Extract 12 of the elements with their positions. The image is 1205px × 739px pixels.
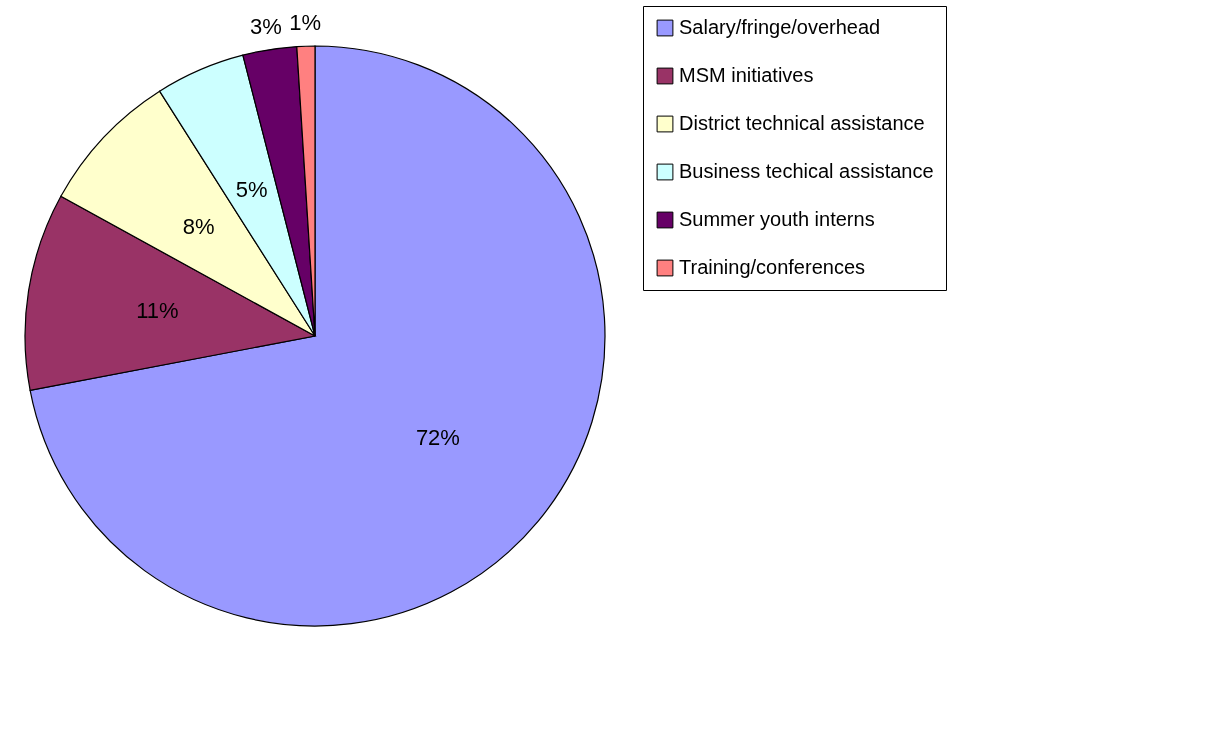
legend-label: District technical assistance (679, 112, 925, 134)
data-label: 8% (182, 213, 215, 239)
data-label: 72% (415, 424, 460, 450)
data-label: 11% (136, 298, 179, 324)
data-label: 1% (289, 9, 322, 35)
data-label: 3% (250, 13, 282, 39)
legend-label: MSM initiatives (679, 64, 814, 86)
legend-label: Summer youth interns (679, 208, 875, 230)
legend-label: Salary/fringe/overhead (679, 16, 881, 38)
data-label: 5% (235, 176, 268, 202)
legend-label: Business techical assistance (679, 160, 934, 182)
legend-label: Training/conferences (679, 256, 866, 278)
